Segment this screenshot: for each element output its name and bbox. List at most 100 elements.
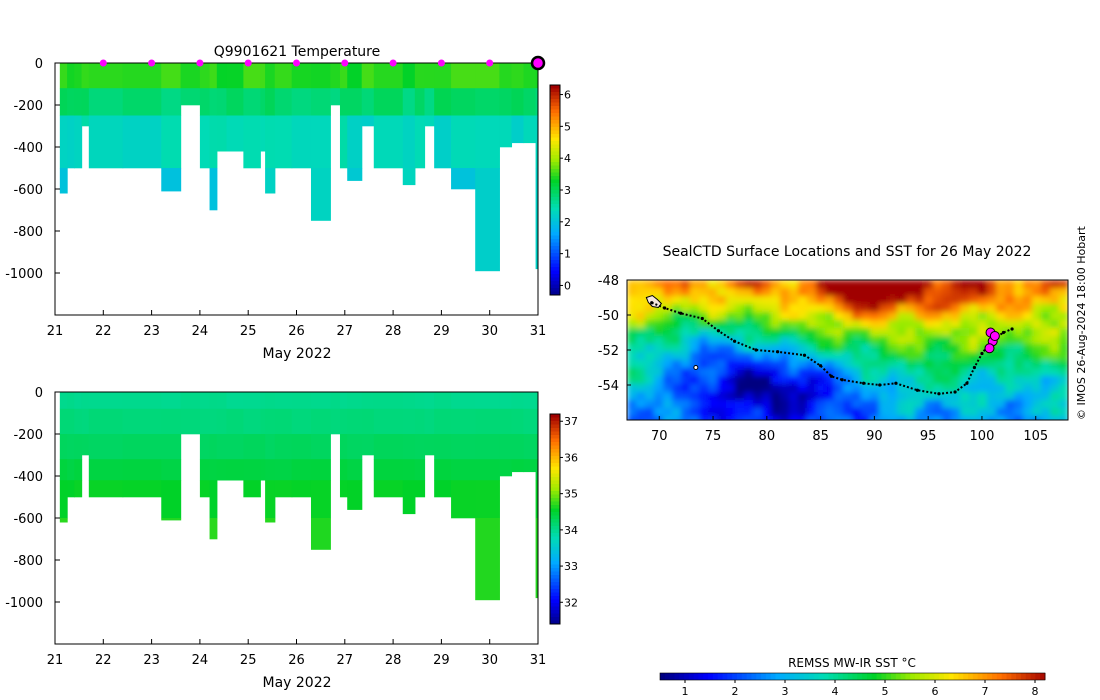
colorbar-segment	[550, 151, 560, 156]
sst-cell	[735, 304, 745, 313]
sst-cell	[1059, 312, 1068, 321]
sst-cell	[969, 416, 979, 420]
sst-cell	[879, 408, 889, 417]
colorbar-tick-label: 6	[564, 89, 571, 102]
sst-cell	[906, 328, 916, 337]
section-cell	[161, 480, 182, 519]
sst-cell	[843, 368, 853, 377]
section-cell	[373, 459, 404, 481]
colorbar-segment	[751, 673, 757, 680]
section-cell	[414, 408, 426, 435]
sst-cell	[744, 304, 754, 313]
colorbar-segment	[550, 431, 560, 436]
sst-cell	[627, 408, 637, 417]
sst-cell	[1032, 400, 1042, 409]
colorbar-segment	[977, 673, 983, 680]
colorbar-tick-label: 3	[564, 184, 571, 197]
sst-cell	[897, 296, 907, 305]
sst-cell	[735, 280, 745, 289]
sst-cell	[771, 304, 781, 313]
sst-cell	[861, 296, 871, 305]
track-point	[878, 383, 882, 387]
sst-cell	[717, 312, 727, 321]
section-cell	[161, 63, 182, 89]
sst-cell	[726, 304, 736, 313]
sst-cell	[888, 376, 898, 385]
sst-cell	[663, 408, 673, 417]
sst-cell	[690, 296, 700, 305]
sst-cell	[924, 352, 934, 361]
section-cell	[265, 480, 276, 519]
sst-cell	[978, 392, 988, 401]
section-cell	[122, 115, 162, 169]
sst-cell	[663, 320, 673, 329]
sst-cell	[780, 288, 790, 297]
track-point	[732, 339, 737, 343]
map-latitude-axis: -48 -50 -52 -54	[598, 274, 631, 394]
sst-cell	[645, 344, 655, 353]
colorbar-segment	[871, 673, 878, 680]
sst-cell	[843, 416, 853, 420]
salinity-colorbar: 32 33 34 35 36 37	[549, 413, 578, 625]
colorbar-segment	[838, 673, 844, 680]
colorbar-segment	[814, 673, 820, 680]
sst-cell	[1050, 296, 1060, 305]
section-cell	[310, 408, 331, 435]
section-cell	[499, 392, 513, 410]
sst-cell	[861, 368, 871, 377]
sst-cell	[969, 352, 979, 361]
sst-cell	[825, 392, 835, 401]
section-cell	[180, 408, 201, 435]
sst-cell	[1023, 336, 1033, 345]
section-cell	[122, 480, 162, 498]
sst-cell	[771, 416, 781, 420]
section-cell	[199, 63, 211, 89]
sst-cell	[726, 312, 736, 321]
sst-cell	[681, 320, 691, 329]
sst-cell	[1050, 360, 1060, 369]
sst-cell	[978, 376, 988, 385]
section-cell	[209, 518, 218, 540]
sst-cell	[663, 280, 673, 289]
sst-cell	[816, 368, 826, 377]
sst-cell	[978, 312, 988, 321]
colorbar-segment	[550, 106, 560, 110]
sst-cell	[843, 312, 853, 321]
sst-cell	[708, 376, 718, 385]
sst-cell	[717, 368, 727, 377]
sst-cell	[852, 296, 862, 305]
sst-cell	[1005, 304, 1015, 313]
sst-cell	[627, 328, 637, 337]
sst-cell	[663, 368, 673, 377]
sst-cell	[1059, 400, 1068, 409]
sst-cell	[708, 400, 718, 409]
sst-cell	[1050, 312, 1060, 321]
sst-cell	[987, 368, 997, 377]
sst-cell	[789, 296, 799, 305]
sst-cell	[1050, 288, 1060, 297]
sst-cell	[1032, 408, 1042, 417]
colorbar-segment	[550, 484, 560, 488]
colorbar-tick-label: 33	[564, 560, 578, 573]
sst-cell	[834, 384, 844, 393]
sst-cell	[951, 344, 961, 353]
sst-cell	[1041, 336, 1051, 345]
sst-cell	[942, 328, 952, 337]
colorbar-segment	[550, 263, 560, 268]
section-cell	[414, 480, 426, 498]
sst-cell	[915, 296, 925, 305]
section-cell	[475, 480, 500, 519]
sst-cell	[1041, 368, 1051, 377]
colorbar-tick-label: 1	[564, 248, 571, 261]
sst-cell	[645, 400, 655, 409]
section-cell	[475, 88, 500, 116]
sst-cell	[915, 408, 925, 417]
profile-marker	[389, 59, 397, 67]
sst-cell	[951, 336, 961, 345]
sst-cell	[870, 376, 880, 385]
colorbar-segment	[847, 673, 853, 680]
sst-cell	[1041, 360, 1051, 369]
sst-cell	[906, 408, 916, 417]
sst-cell	[681, 312, 691, 321]
section-cell	[511, 459, 525, 473]
